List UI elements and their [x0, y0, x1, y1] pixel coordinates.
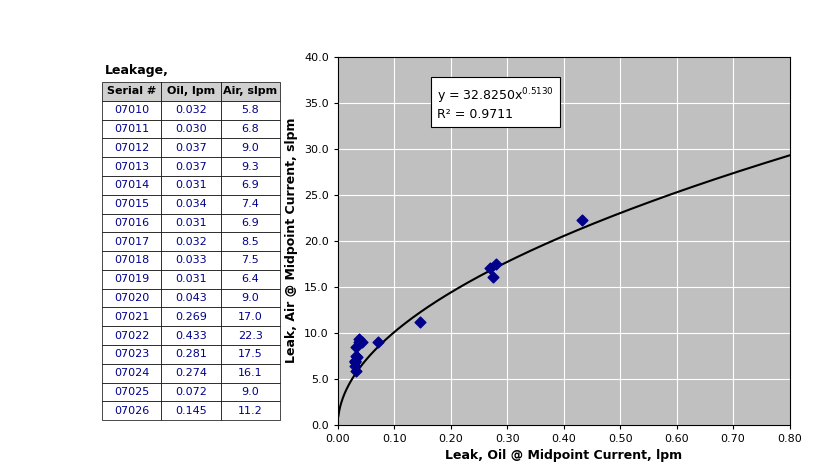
Point [350, 352, 363, 360]
Point [352, 336, 365, 343]
Point [486, 273, 499, 280]
Point [490, 260, 503, 268]
Point [349, 368, 362, 375]
Point [351, 353, 364, 361]
Point [352, 338, 365, 346]
Text: FL08.0007: Leakage @ Midpoint, inc: FL08.0007: Leakage @ Midpoint, inc [354, 71, 664, 86]
X-axis label: Leak, Oil @ Midpoint Current, lpm: Leak, Oil @ Midpoint Current, lpm [445, 449, 682, 463]
Point [575, 216, 589, 223]
Y-axis label: Leak, Air @ Midpoint Current, slpm: Leak, Air @ Midpoint Current, slpm [286, 118, 299, 363]
Text: y = 32.8250x$^{0.5130}$
R² = 0.9711: y = 32.8250x$^{0.5130}$ R² = 0.9711 [437, 86, 554, 121]
Point [484, 264, 497, 272]
Text: Leakage,: Leakage, [105, 64, 169, 77]
Point [349, 357, 362, 365]
Point [348, 358, 361, 366]
Point [349, 357, 362, 365]
Point [349, 343, 362, 350]
Point [349, 362, 362, 370]
Point [414, 318, 427, 326]
Point [356, 338, 369, 346]
Point [372, 338, 385, 346]
